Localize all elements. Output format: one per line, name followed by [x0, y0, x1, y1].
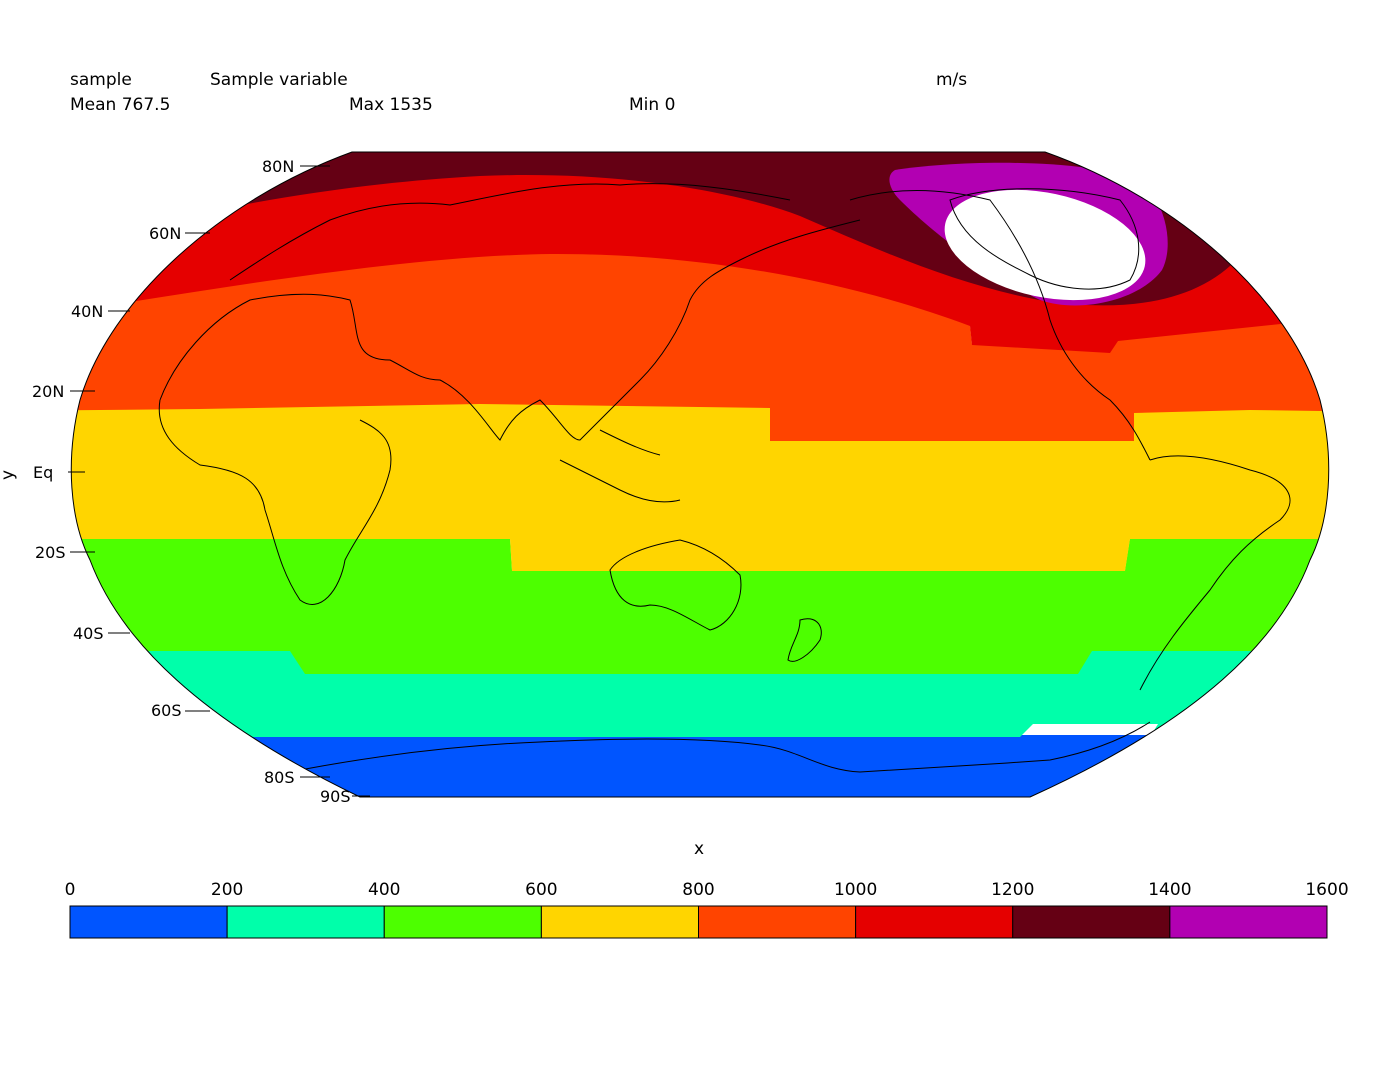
colorbar-swatch [226, 905, 385, 939]
lat-label-60n: 60N [149, 224, 182, 243]
lat-label-80n: 80N [262, 157, 295, 176]
variable-long-name: Sample variable [210, 70, 348, 90]
lat-label-90s: 90S [320, 787, 351, 806]
band-600-800 [71, 403, 1329, 571]
colorbar-swatch [1169, 905, 1328, 939]
band-above-max [944, 189, 1146, 301]
band-0-200 [71, 735, 1329, 797]
lat-label-40s: 40S [73, 624, 104, 643]
lat-label-60s: 60S [151, 701, 182, 720]
band-400-600 [71, 538, 1329, 674]
colorbar-swatch [540, 905, 699, 939]
coast-new-zealand [787, 618, 822, 662]
coast-south-america [1139, 455, 1291, 691]
colorbar-swatch [855, 905, 1014, 939]
coast-greenland [949, 188, 1140, 290]
colorbar-tick-label: 200 [210, 880, 244, 900]
variable-name: sample [70, 70, 132, 90]
lat-tick-marks [68, 165, 370, 797]
colorbar-tick-label: 1600 [1305, 880, 1349, 900]
max-stat: Max 1535 [349, 95, 433, 115]
colorbar-swatch [383, 905, 542, 939]
lat-label-80s: 80S [264, 768, 295, 787]
lat-label-20s: 20S [35, 543, 66, 562]
colorbar-swatch [1012, 905, 1171, 939]
colorbar-tick-label: 400 [368, 880, 401, 900]
globe-outline [70, 151, 1330, 798]
coast-north-america [849, 190, 1151, 461]
coast-africa-west [158, 399, 392, 605]
colorbar-tick-label: 1200 [991, 880, 1035, 900]
lat-label-eq: Eq [33, 463, 54, 482]
colorbar-swatch [698, 905, 857, 939]
band-1000-1200 [71, 174, 1329, 353]
y-axis-label: y [0, 469, 18, 480]
contour-bands [71, 152, 1329, 797]
coast-australia [609, 539, 742, 631]
lat-label-20n: 20N [32, 382, 65, 401]
colorbar-swatch [69, 905, 228, 939]
colorbar-tick-label: 1000 [833, 880, 878, 900]
colorbar-tick-label: 600 [525, 880, 558, 900]
variable-units: m/s [936, 70, 968, 90]
lat-label-40n: 40N [71, 302, 104, 321]
mean-stat: Mean 767.5 [70, 95, 171, 115]
coast-north-europe [229, 183, 791, 281]
colorbar-tick-label: 800 [682, 880, 715, 900]
x-axis-label: x [694, 839, 705, 859]
min-stat: Min 0 [629, 95, 676, 115]
colorbar [69, 905, 1328, 939]
coast-maritime-se-asia [559, 429, 681, 503]
coastlines [158, 183, 1291, 773]
coast-africa-eurasia [159, 219, 861, 441]
band-200-400 [71, 650, 1329, 737]
colorbar-tick-label: 0 [64, 880, 76, 900]
coast-antarctica [299, 721, 1151, 773]
colorbar-tick-label: 1400 [1148, 880, 1192, 900]
